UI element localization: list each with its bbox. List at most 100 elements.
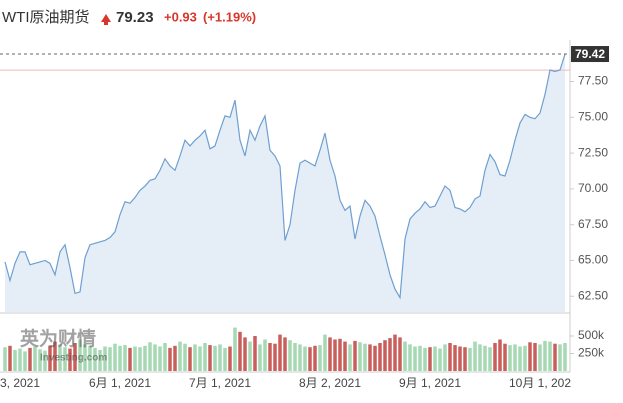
volume-bar (128, 347, 132, 371)
volume-bar (348, 344, 352, 371)
volume-bar (103, 346, 107, 371)
watermark-brand: 英为财情 (20, 327, 96, 350)
volume-bar (463, 347, 467, 371)
volume-bar (208, 345, 212, 371)
volume-bar (338, 338, 342, 371)
y-tick-label: 65.00 (578, 253, 608, 267)
x-tick-label: 3, 2021 (0, 376, 40, 390)
volume-bar (228, 346, 232, 371)
volume-bar (168, 347, 172, 371)
volume-bar (393, 334, 397, 371)
volume-bar (388, 338, 392, 371)
volume-bar (328, 337, 332, 371)
volume-bar (303, 346, 307, 371)
last-price-box (571, 46, 609, 63)
volume-bar (298, 344, 302, 371)
volume-bar (293, 343, 297, 371)
volume-bar (428, 347, 432, 371)
price-area (5, 54, 565, 312)
volume-bar (538, 344, 542, 371)
watermark: 英为财情 Investing.com (20, 327, 107, 364)
volume-bar (233, 327, 237, 371)
volume-bar (68, 348, 72, 371)
volume-bar (243, 337, 247, 371)
volume-bar (543, 340, 547, 371)
volume-bar (53, 341, 57, 371)
volume-bar (273, 343, 277, 371)
volume-bar (73, 343, 77, 371)
volume-bar (443, 344, 447, 371)
volume-bar (143, 345, 147, 371)
volume-bar (283, 337, 287, 371)
volume-bar (528, 342, 532, 371)
y-tick-label: 77.50 (578, 74, 608, 88)
x-tick-label: 8月 2, 2021 (299, 376, 361, 390)
volume-bar (123, 345, 127, 371)
volume-bar (548, 341, 552, 371)
y-tick-label: 72.50 (578, 145, 608, 159)
volume-bar (278, 334, 282, 371)
volume-bar (353, 340, 357, 371)
volume-bar (108, 347, 112, 371)
volume-bar (93, 347, 97, 371)
volume-bar (343, 341, 347, 371)
volume-bar (118, 345, 122, 371)
volume-bar (33, 346, 37, 371)
volume-bar (253, 336, 257, 371)
volume-bar (218, 344, 222, 371)
volume-bar (458, 346, 462, 371)
price-change: +0.93 (164, 9, 197, 24)
volume-bar (478, 344, 482, 371)
volume-bar (23, 351, 27, 371)
last-price-label: 79.42 (575, 47, 605, 61)
x-tick-label: 7月 1, 2021 (189, 376, 251, 390)
up-arrow-icon (101, 14, 111, 25)
volume-bar (28, 347, 32, 371)
volume-bar (483, 345, 487, 371)
watermark-site: Investing.com (40, 353, 107, 364)
price-change-percent: (+1.19%) (203, 9, 256, 24)
volume-bar (178, 341, 182, 371)
x-tick-label: 6月 1, 2021 (89, 376, 151, 390)
volume-bar (288, 340, 292, 371)
y-tick-label: 250k (578, 346, 605, 360)
volume-bar (8, 345, 12, 371)
volume-bar (48, 345, 52, 371)
volume-bar (133, 346, 137, 371)
y-tick-label: 67.50 (578, 217, 608, 231)
volume-bar (518, 346, 522, 371)
volume-bar (533, 343, 537, 371)
volume-bar (263, 339, 267, 371)
volume-bar (78, 339, 82, 371)
y-tick-label: 70.00 (578, 181, 608, 195)
x-tick-label: 9月 1, 2021 (399, 376, 461, 390)
volume-bar (403, 341, 407, 371)
volume-bar (473, 341, 477, 371)
volume-bar (248, 341, 252, 371)
volume-bar (453, 345, 457, 371)
volume-bar (38, 349, 42, 371)
volume-panel (3, 327, 567, 371)
volume-bar (383, 340, 387, 371)
volume-bar (498, 339, 502, 371)
volume-bar (308, 347, 312, 371)
volume-bar (223, 347, 227, 371)
y-tick-label: 500k (578, 328, 605, 342)
volume-bar (493, 343, 497, 371)
volume-bar (88, 345, 92, 371)
volume-bar (198, 346, 202, 371)
volume-bar (408, 344, 412, 371)
last-price: 79.23 (116, 9, 154, 26)
volume-bar (98, 350, 102, 371)
volume-bar (503, 343, 507, 371)
volume-bar (43, 350, 47, 371)
volume-bar (488, 347, 492, 371)
volume-bar (63, 347, 67, 371)
volume-bar (138, 347, 142, 371)
volume-bar (448, 343, 452, 371)
volume-bar (418, 345, 422, 371)
volume-bar (183, 343, 187, 371)
volume-bar (368, 344, 372, 371)
